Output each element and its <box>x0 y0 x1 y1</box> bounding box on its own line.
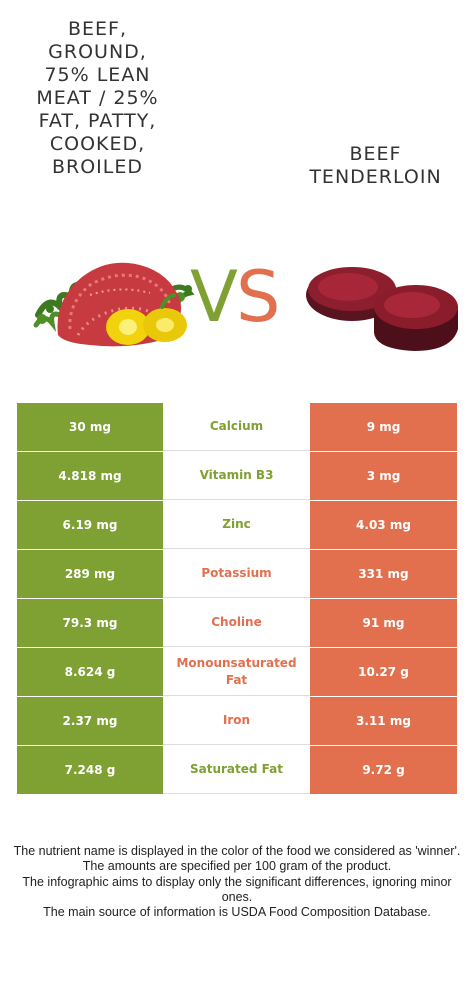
nutrient-name: Calcium <box>163 403 310 451</box>
left-value: 6.19 mg <box>17 501 163 549</box>
left-value: 289 mg <box>17 550 163 598</box>
vs-v-letter: V <box>190 256 238 338</box>
left-value: 4.818 mg <box>17 452 163 500</box>
table-row: 79.3 mg Choline 91 mg <box>17 599 457 648</box>
table-row: 8.624 g Monounsaturated Fat 10.27 g <box>17 648 457 697</box>
nutrient-name: Potassium <box>163 550 310 598</box>
table-row: 289 mg Potassium 331 mg <box>17 550 457 599</box>
vs-badge: V S <box>190 262 290 332</box>
right-value: 3 mg <box>310 452 457 500</box>
right-food-title: BEEF TENDERLOIN <box>309 143 442 188</box>
table-row: 30 mg Calcium 9 mg <box>17 403 457 452</box>
left-food-title: BEEF, GROUND, 75% LEAN MEAT / 25% FAT, P… <box>36 18 159 178</box>
table-row: 7.248 g Saturated Fat 9.72 g <box>17 746 457 795</box>
table-row: 6.19 mg Zinc 4.03 mg <box>17 501 457 550</box>
left-value: 8.624 g <box>17 648 163 696</box>
table-row: 4.818 mg Vitamin B3 3 mg <box>17 452 457 501</box>
right-value: 331 mg <box>310 550 457 598</box>
nutrient-name: Choline <box>163 599 310 647</box>
left-value: 79.3 mg <box>17 599 163 647</box>
right-value: 10.27 g <box>310 648 457 696</box>
footer-line: The infographic aims to display only the… <box>22 874 452 904</box>
nutrient-name: Vitamin B3 <box>163 452 310 500</box>
ground-beef-image <box>33 262 195 347</box>
footer-notes: The nutrient name is displayed in the co… <box>10 844 464 920</box>
nutrient-name: Zinc <box>163 501 310 549</box>
right-value: 91 mg <box>310 599 457 647</box>
nutrient-name: Saturated Fat <box>163 746 310 794</box>
footer-line: The nutrient name is displayed in the co… <box>13 844 461 858</box>
left-value: 2.37 mg <box>17 697 163 745</box>
left-value: 7.248 g <box>17 746 163 794</box>
comparison-table: 30 mg Calcium 9 mg 4.818 mg Vitamin B3 3… <box>17 403 457 795</box>
nutrient-name: Monounsaturated Fat <box>163 648 310 696</box>
right-value: 9.72 g <box>310 746 457 794</box>
vs-s-letter: S <box>236 256 281 338</box>
nutrient-name: Iron <box>163 697 310 745</box>
table-row: 2.37 mg Iron 3.11 mg <box>17 697 457 746</box>
left-value: 30 mg <box>17 403 163 451</box>
right-value: 9 mg <box>310 403 457 451</box>
footer-line: The amounts are specified per 100 gram o… <box>82 859 392 874</box>
beef-tenderloin-image <box>306 267 458 351</box>
right-value: 3.11 mg <box>310 697 457 745</box>
right-value: 4.03 mg <box>310 501 457 549</box>
footer-line: The main source of information is USDA F… <box>43 905 431 920</box>
